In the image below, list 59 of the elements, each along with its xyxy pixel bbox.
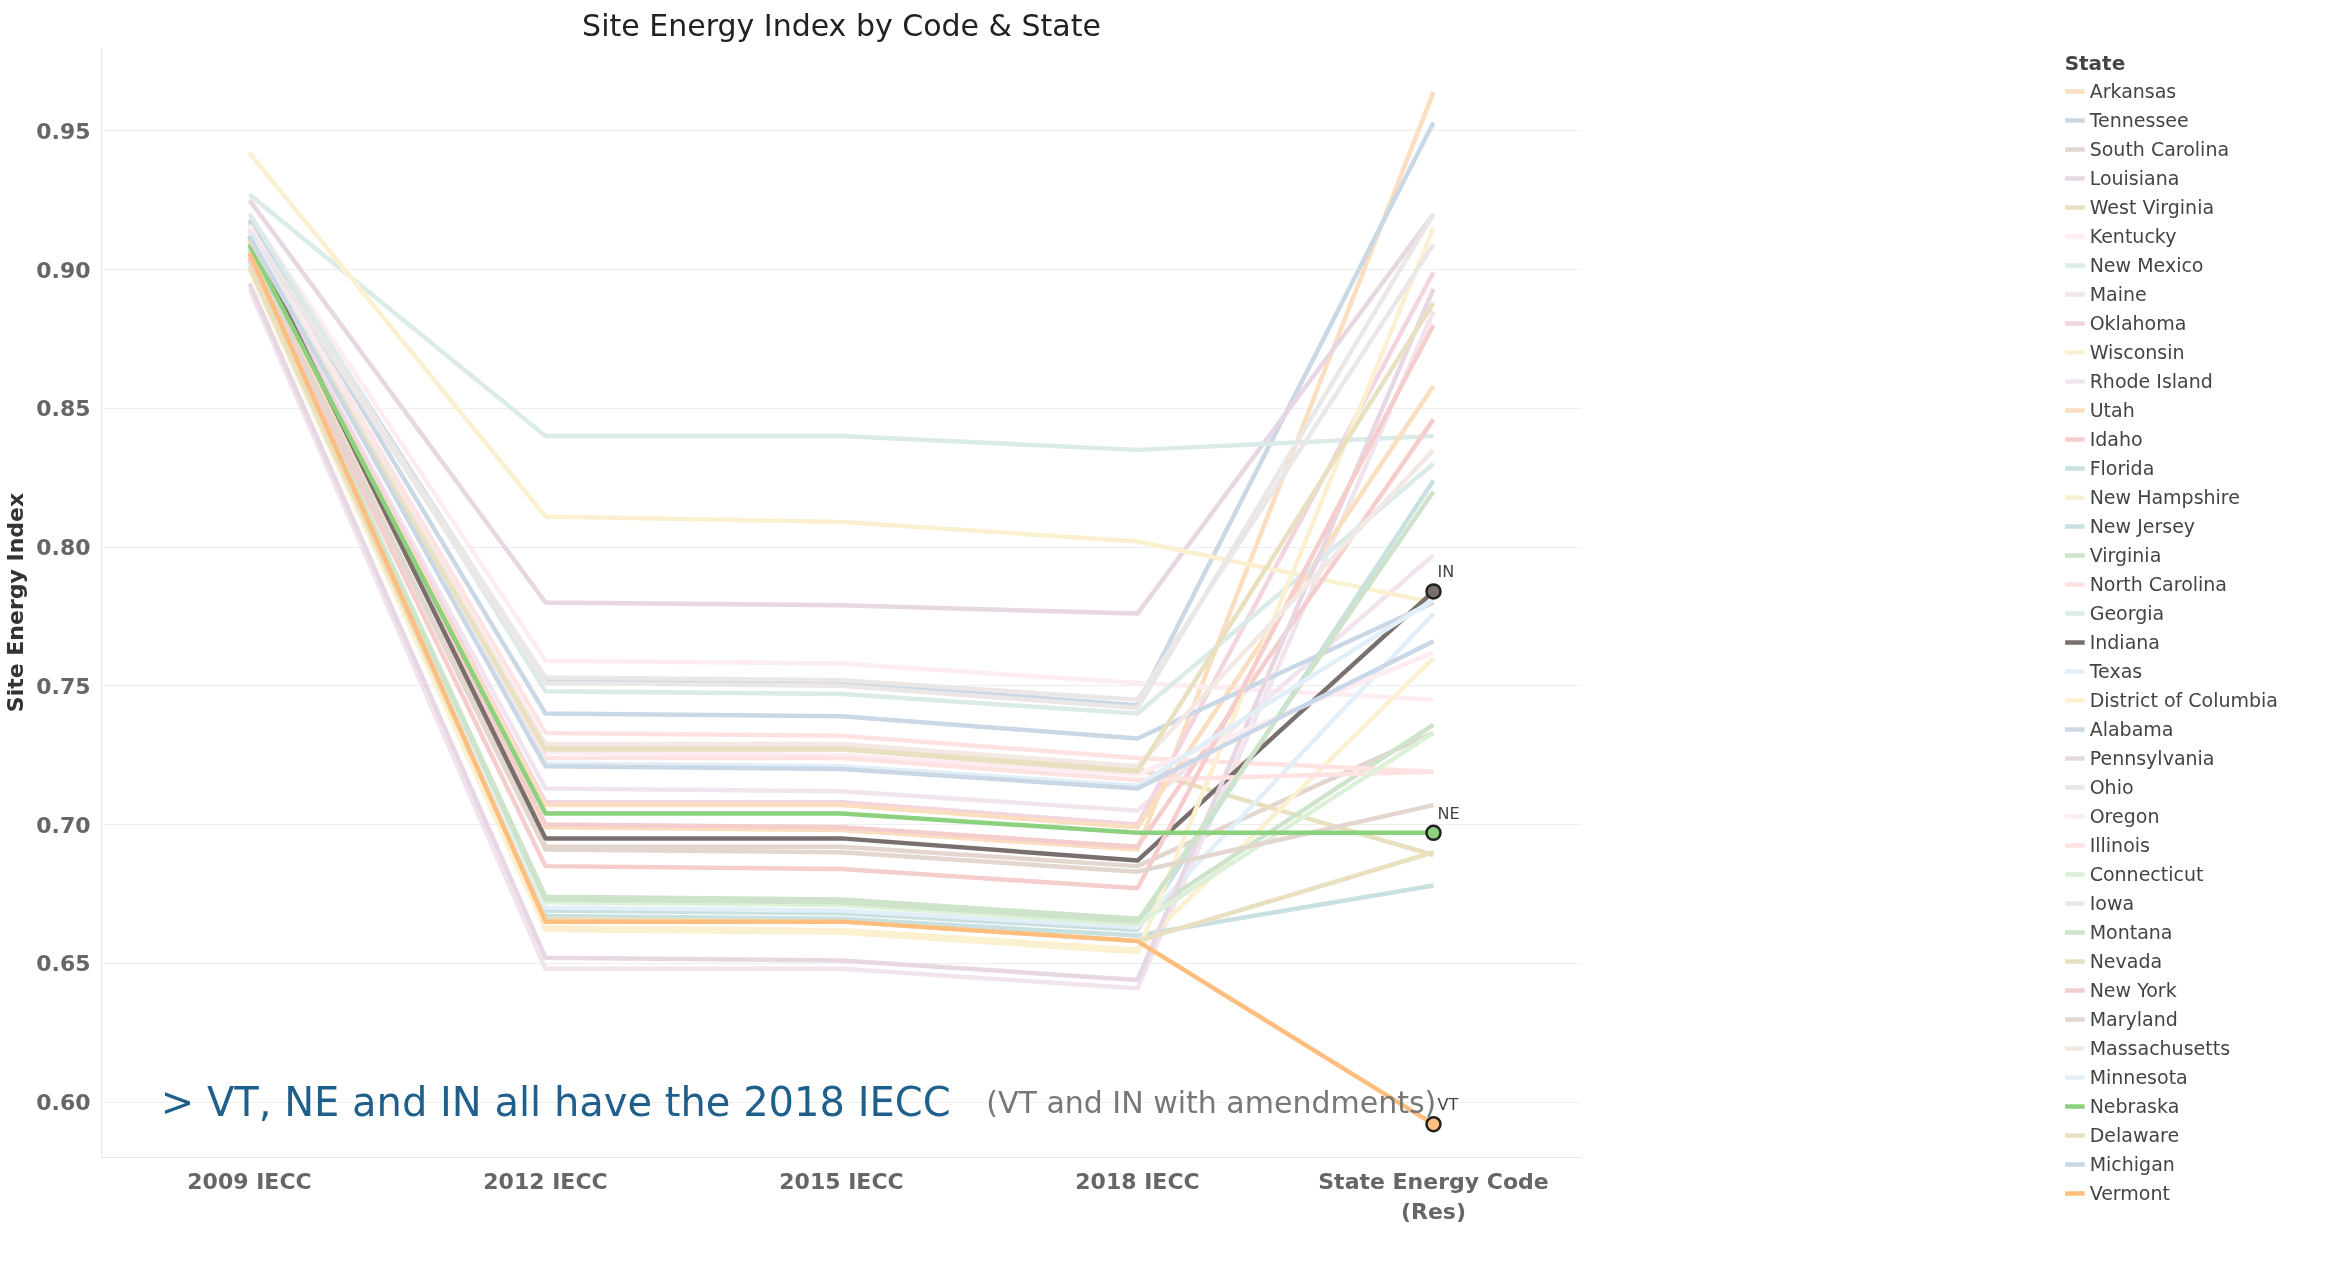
legend-label: Illinois bbox=[2089, 834, 2150, 856]
legend-label: Florida bbox=[2089, 457, 2155, 479]
legend-label: Nevada bbox=[2089, 950, 2163, 972]
x-tick-label: State Energy Code (Res) bbox=[1318, 1168, 1549, 1224]
legend-label: Indiana bbox=[2089, 631, 2160, 653]
legend-label: Tennessee bbox=[2089, 109, 2189, 131]
legend-label: Arkansas bbox=[2089, 80, 2177, 102]
legend-label: Maine bbox=[2089, 283, 2147, 305]
legend-label: Ohio bbox=[2089, 776, 2134, 798]
legend-label: Nebraska bbox=[2089, 1095, 2180, 1117]
x-tick-label: 2009 IECC bbox=[187, 1168, 312, 1194]
legend-label: New Jersey bbox=[2089, 515, 2196, 537]
legend-label: Maryland bbox=[2089, 1008, 2178, 1030]
legend-label: Idaho bbox=[2089, 428, 2143, 450]
legend-label: Oklahoma bbox=[2089, 312, 2187, 334]
legend-label: West Virginia bbox=[2089, 196, 2215, 218]
x-tick-label: 2015 IECC bbox=[779, 1168, 904, 1194]
y-tick-label: 0.60 bbox=[36, 1090, 91, 1115]
y-tick-label: 0.80 bbox=[36, 535, 91, 560]
y-tick-label: 0.65 bbox=[36, 951, 91, 977]
annotation: VT bbox=[1437, 1095, 1459, 1115]
legend-label: Massachusetts bbox=[2089, 1037, 2231, 1059]
x-tick-label: 2012 IECC bbox=[483, 1168, 608, 1194]
legend-label: South Carolina bbox=[2089, 138, 2230, 160]
annotation: IN bbox=[1437, 562, 1455, 582]
legend-label: Michigan bbox=[2089, 1153, 2175, 1175]
x-tick-label: 2018 IECC bbox=[1075, 1168, 1200, 1194]
legend-label: Alabama bbox=[2089, 718, 2174, 740]
annotation: NE bbox=[1437, 803, 1460, 823]
legend-label: New York bbox=[2089, 979, 2177, 1001]
legend-label: New Mexico bbox=[2089, 254, 2204, 276]
y-axis-title: Site Energy Index bbox=[3, 492, 29, 713]
legend-label: Vermont bbox=[2089, 1182, 2170, 1204]
legend-label: Minnesota bbox=[2089, 1066, 2188, 1088]
chart-title: Site Energy Index by Code & State bbox=[582, 7, 1101, 43]
legend-label: Virginia bbox=[2089, 544, 2162, 566]
y-tick-label: 0.95 bbox=[36, 118, 91, 144]
legend-label: Pennsylvania bbox=[2089, 747, 2215, 769]
legend-label: Oregon bbox=[2089, 805, 2160, 827]
legend-label: Kentucky bbox=[2089, 225, 2177, 247]
y-tick-label: 0.85 bbox=[36, 396, 91, 422]
legend-label: Iowa bbox=[2089, 892, 2135, 914]
legend-label: New Hampshire bbox=[2089, 486, 2240, 508]
annotation: > VT, NE and IN all have the 2018 IECC bbox=[160, 1079, 951, 1125]
y-tick-label: 0.90 bbox=[36, 257, 91, 283]
legend-label: District of Columbia bbox=[2089, 689, 2278, 711]
y-tick-label: 0.70 bbox=[36, 812, 91, 838]
legend-label: Utah bbox=[2089, 399, 2135, 421]
y-tick-label: 0.75 bbox=[36, 673, 91, 699]
legend-label: Texas bbox=[2089, 660, 2143, 682]
legend-label: Wisconsin bbox=[2089, 341, 2185, 363]
legend-label: Rhode Island bbox=[2089, 370, 2213, 392]
legend-label: North Carolina bbox=[2089, 573, 2228, 595]
legend-label: Connecticut bbox=[2089, 863, 2204, 885]
legend-label: Louisiana bbox=[2089, 167, 2180, 189]
legend-label: Georgia bbox=[2089, 602, 2165, 624]
legend-label: Montana bbox=[2089, 921, 2173, 943]
legend-label: Delaware bbox=[2089, 1124, 2180, 1146]
legend-title: State bbox=[2064, 51, 2127, 75]
